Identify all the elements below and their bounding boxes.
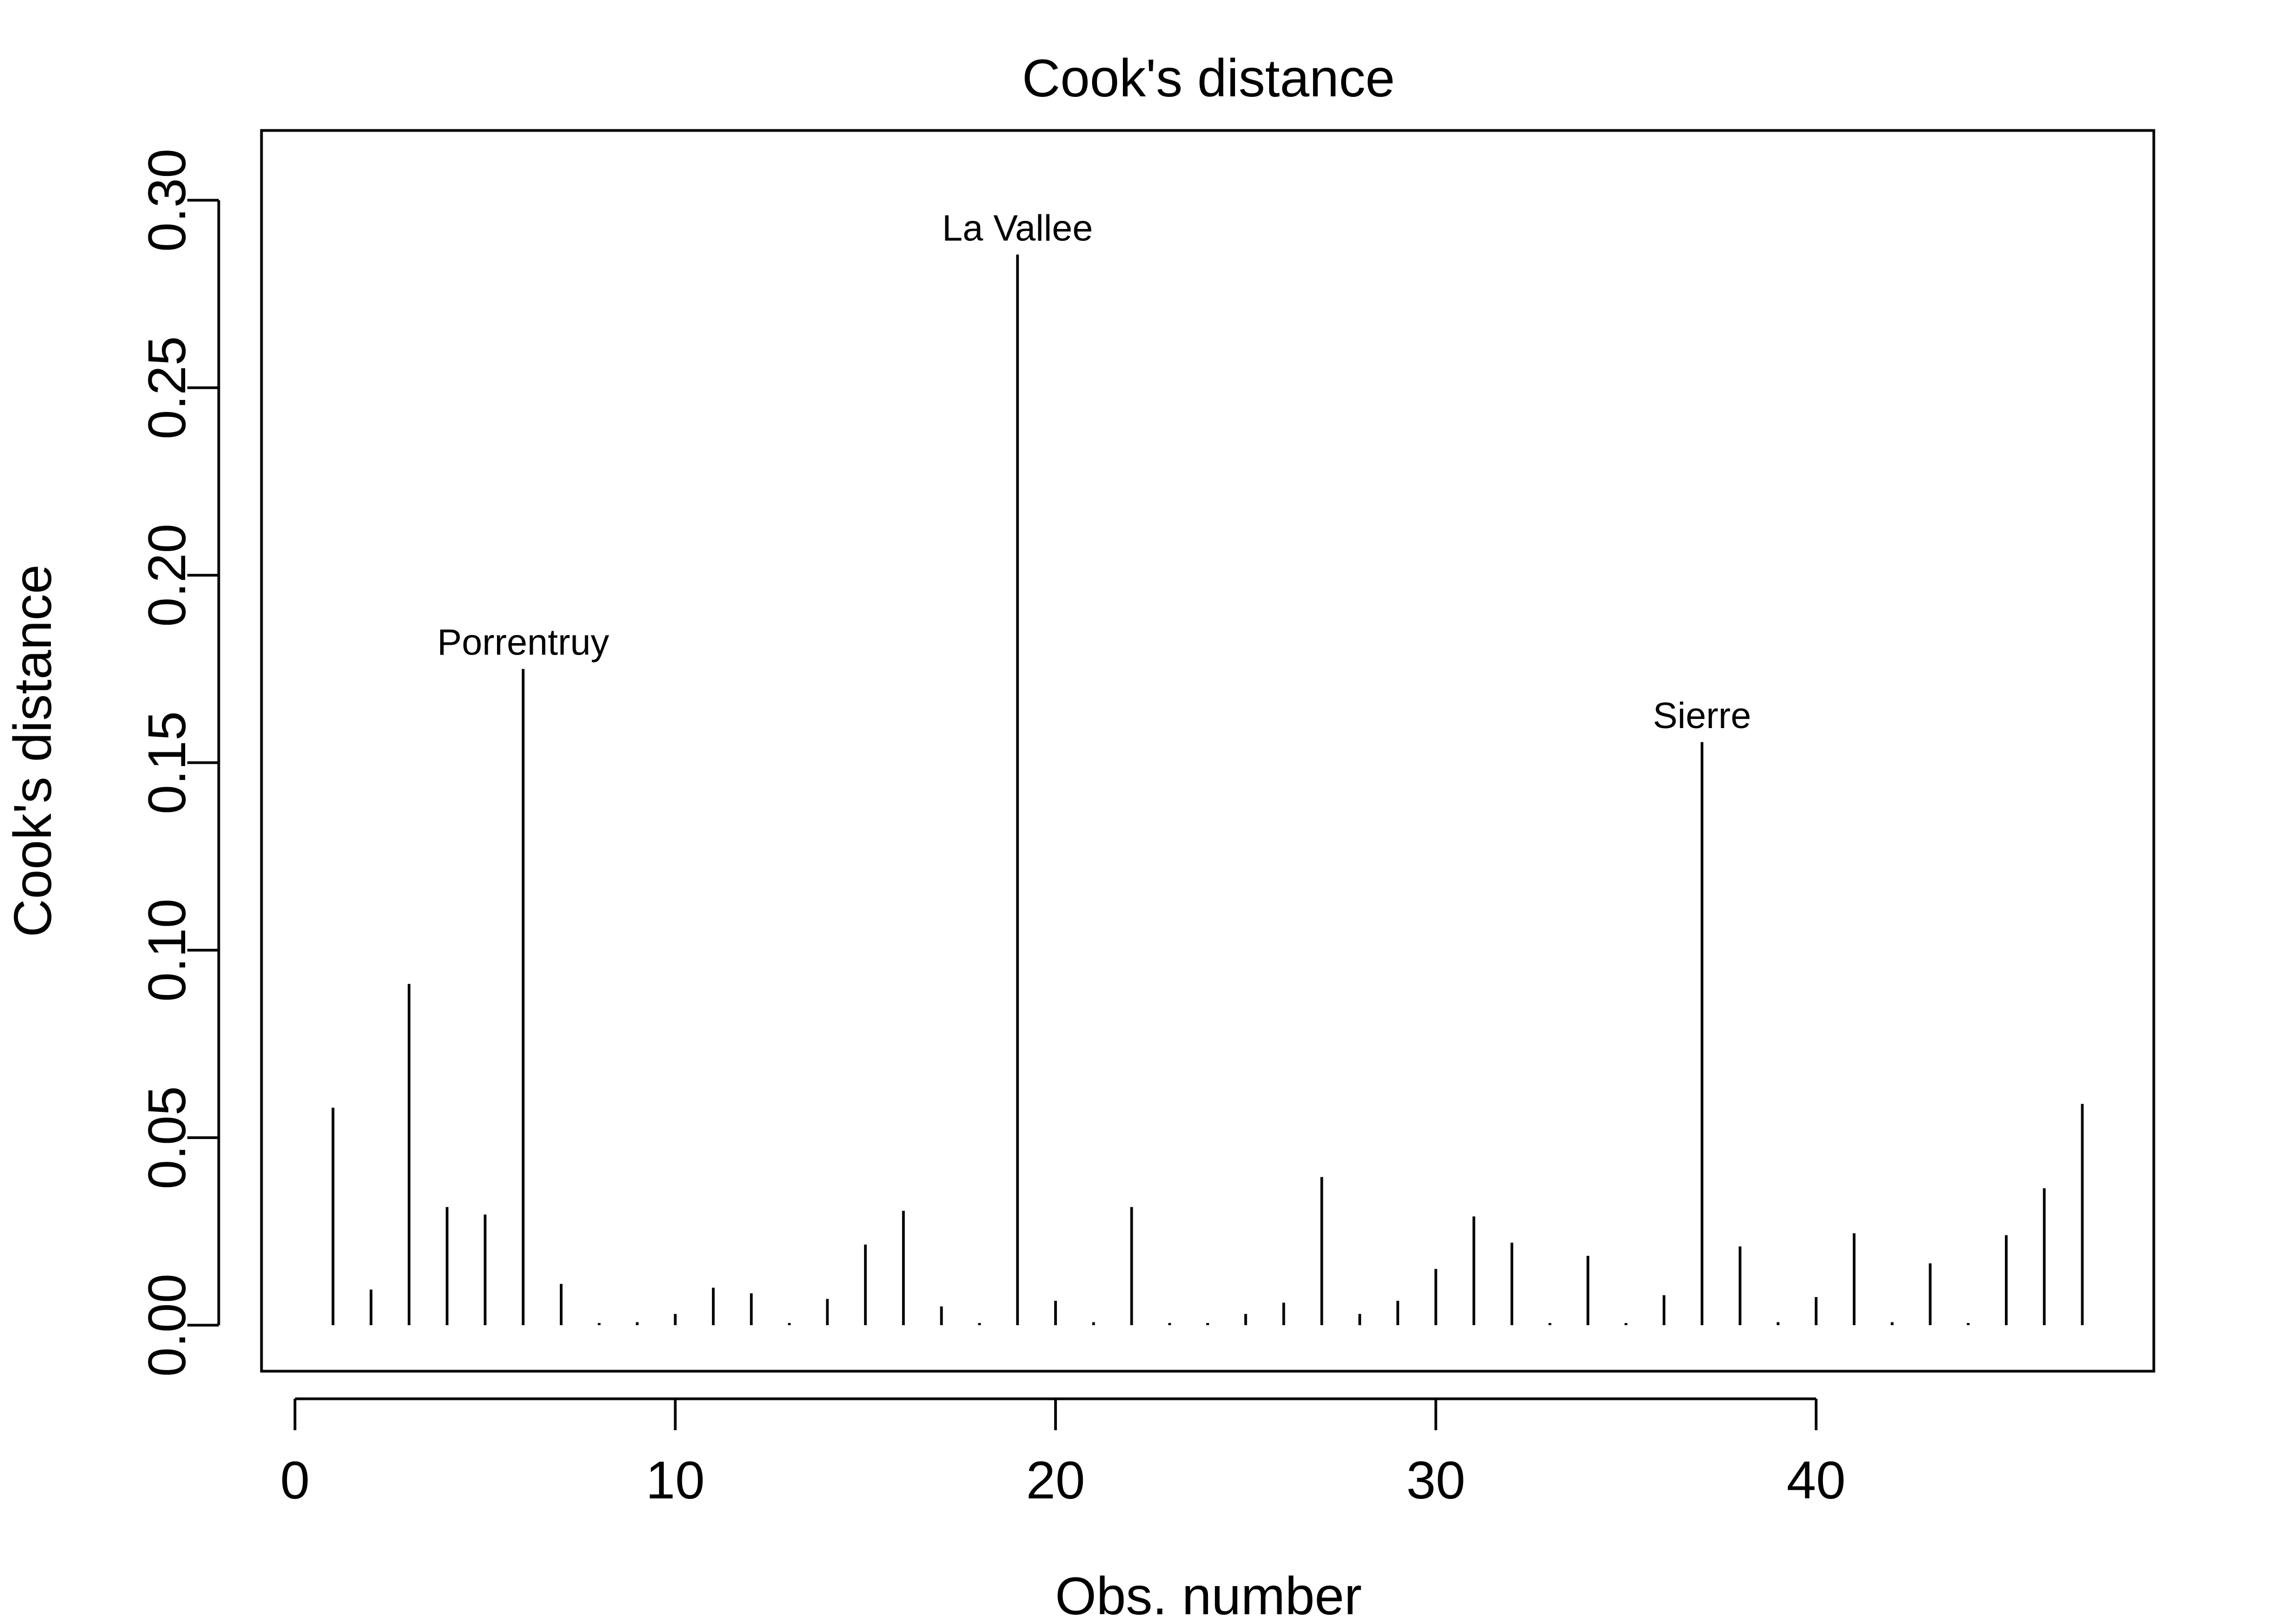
plot-frame bbox=[260, 129, 2155, 1373]
y-tick-label-0.15: 0.15 bbox=[137, 711, 197, 815]
y-tick-label-0.30: 0.30 bbox=[137, 148, 197, 252]
y-axis-label: Cook's distance bbox=[3, 565, 62, 938]
y-tick-label-0.10: 0.10 bbox=[137, 899, 197, 1002]
x-tick-label-10: 10 bbox=[646, 1450, 705, 1510]
x-axis-label: Obs. number bbox=[1055, 1566, 1362, 1624]
x-tick-label-30: 30 bbox=[1406, 1450, 1465, 1510]
point-label-sierre: Sierre bbox=[1653, 695, 1751, 736]
y-tick-label-0.00: 0.00 bbox=[137, 1274, 197, 1377]
point-label-porrentruy: Porrentruy bbox=[437, 622, 609, 663]
point-labels: Porrentruy La Vallee Sierre bbox=[437, 207, 1751, 736]
x-tick-label-40: 40 bbox=[1787, 1450, 1846, 1510]
y-tick-label-0.20: 0.20 bbox=[137, 523, 197, 627]
x-tick-label-0: 0 bbox=[280, 1450, 310, 1510]
chart-title: Cook's distance bbox=[1022, 48, 1395, 108]
y-tick-label-0.05: 0.05 bbox=[137, 1086, 197, 1189]
point-label-la-vallee: La Vallee bbox=[942, 207, 1093, 248]
y-axis: 0.00 0.05 0.10 0.15 0.20 0.25 0.30 bbox=[137, 148, 220, 1377]
x-tick-label-20: 20 bbox=[1026, 1450, 1085, 1510]
data-spikes bbox=[331, 254, 2084, 1326]
y-tick-label-0.25: 0.25 bbox=[137, 336, 197, 440]
x-axis: 0 10 20 30 40 bbox=[280, 1397, 1846, 1510]
